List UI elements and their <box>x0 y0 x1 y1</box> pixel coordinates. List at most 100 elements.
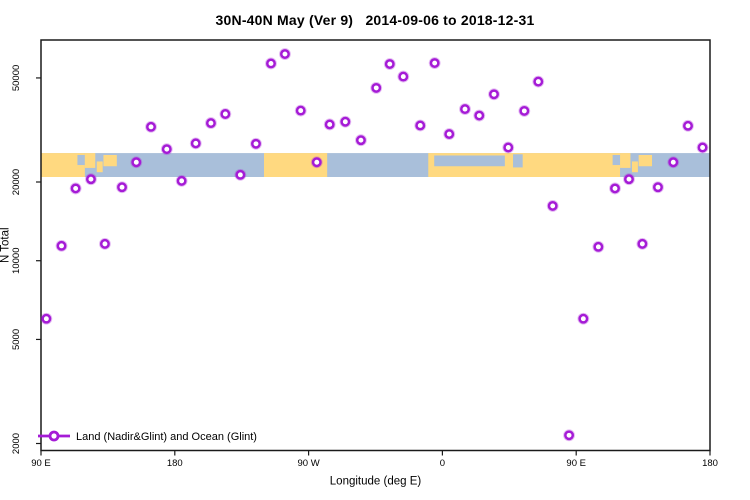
data-point-halo <box>696 141 709 154</box>
data-point-halo <box>310 156 323 169</box>
x-tick-label: 90 E <box>566 458 586 469</box>
data-point-halo <box>592 240 605 253</box>
data-point-halo <box>370 82 383 94</box>
data-point-halo <box>130 156 143 169</box>
honshu-east <box>638 154 653 167</box>
data-point-halo <box>294 104 307 117</box>
data-point-halo <box>339 115 352 128</box>
data-point <box>340 116 351 127</box>
plot-border <box>40 39 711 452</box>
data-point <box>131 157 142 168</box>
data-point <box>683 120 693 131</box>
asia-land <box>41 153 85 178</box>
data-point-halo <box>219 108 232 120</box>
data-point-halo <box>355 134 367 147</box>
x-axis: 90 E 180 90 W 0 90 E 180 <box>31 450 718 469</box>
data-point <box>371 82 382 93</box>
data-point <box>117 182 127 193</box>
x-tick-label: 90 E <box>31 458 51 469</box>
data-point-halo <box>532 75 545 88</box>
data-point <box>578 313 589 324</box>
x-axis-label: Longitude (deg E) <box>330 476 422 488</box>
korea-west <box>84 153 96 168</box>
data-point <box>564 430 575 441</box>
data-point-halo <box>414 119 427 132</box>
data-point <box>235 169 246 180</box>
data-point <box>637 238 648 249</box>
mediterranean-sea <box>434 155 505 167</box>
data-point <box>697 142 708 153</box>
data-point-halo <box>40 312 53 325</box>
data-point <box>190 138 201 149</box>
data-point-halo <box>443 128 456 140</box>
y-tick-label: 2000 <box>11 433 22 454</box>
y-tick-label: 5000 <box>11 329 22 350</box>
data-point <box>624 174 634 185</box>
data-point <box>547 200 558 211</box>
data-point <box>99 238 110 249</box>
y-tick-label: 20000 <box>11 169 22 195</box>
data-point <box>415 120 426 131</box>
data-point-halo <box>383 58 396 70</box>
data-point-halo <box>279 48 291 60</box>
data-point-halo <box>636 237 649 250</box>
data-point-halo <box>265 57 277 70</box>
y-axis-label: N Total <box>0 227 12 263</box>
data-point <box>324 119 335 130</box>
data-point <box>593 241 604 252</box>
data-point-halo <box>652 181 664 194</box>
data-point <box>311 157 322 168</box>
data-point-halo <box>397 70 410 83</box>
data-point <box>653 182 663 193</box>
x-tick-label: 180 <box>167 458 183 469</box>
data-point <box>384 59 395 70</box>
data-point <box>355 135 366 146</box>
data-point <box>533 76 544 87</box>
data-point <box>444 129 455 140</box>
data-point-halo <box>69 182 82 195</box>
y-tick-label: 50000 <box>11 65 22 91</box>
data-point-halo <box>175 174 188 187</box>
kyushu-west <box>96 161 103 173</box>
data-point-halo <box>546 200 559 212</box>
legend-label: Land (Nadir&Glint) and Ocean (Glint) <box>76 431 257 443</box>
data-point <box>146 121 156 132</box>
data-point <box>668 157 679 168</box>
data-point <box>398 71 409 82</box>
data-point-halo <box>518 105 531 117</box>
data-point-halo <box>160 143 173 156</box>
data-point <box>295 105 306 116</box>
data-point-halo <box>459 103 471 116</box>
legend-marker <box>48 430 60 442</box>
data-point-halo <box>502 141 515 154</box>
data-point <box>176 175 187 186</box>
data-point-halo <box>189 137 202 150</box>
data-point-halo <box>250 137 262 150</box>
data-point <box>519 105 530 116</box>
data-point-halo <box>667 156 680 169</box>
data-point-halo <box>623 173 635 186</box>
data-point-halo <box>473 109 486 122</box>
data-point <box>460 104 470 115</box>
data-points <box>40 48 709 442</box>
data-point <box>205 118 216 129</box>
data-point <box>161 144 172 155</box>
yellow-sea-west <box>77 154 85 166</box>
map-band <box>41 153 710 178</box>
data-point-halo <box>428 57 441 69</box>
honshu-west <box>103 154 117 167</box>
data-point-halo <box>488 88 500 101</box>
legend: Land (Nadir&Glint) and Ocean (Glint) <box>38 430 257 443</box>
yellow-sea-east <box>612 154 621 166</box>
data-point-halo <box>563 429 575 442</box>
data-point-halo <box>577 312 590 325</box>
plot-title: 30N-40N May (Ver 9) 2014-09-06 to 2018-1… <box>215 12 535 28</box>
north-america-land <box>264 153 328 178</box>
y-tick-label: 10000 <box>11 248 22 274</box>
kyushu-east <box>631 161 638 173</box>
data-point-halo <box>234 168 247 181</box>
data-point <box>266 58 276 69</box>
data-point-halo <box>682 119 694 132</box>
